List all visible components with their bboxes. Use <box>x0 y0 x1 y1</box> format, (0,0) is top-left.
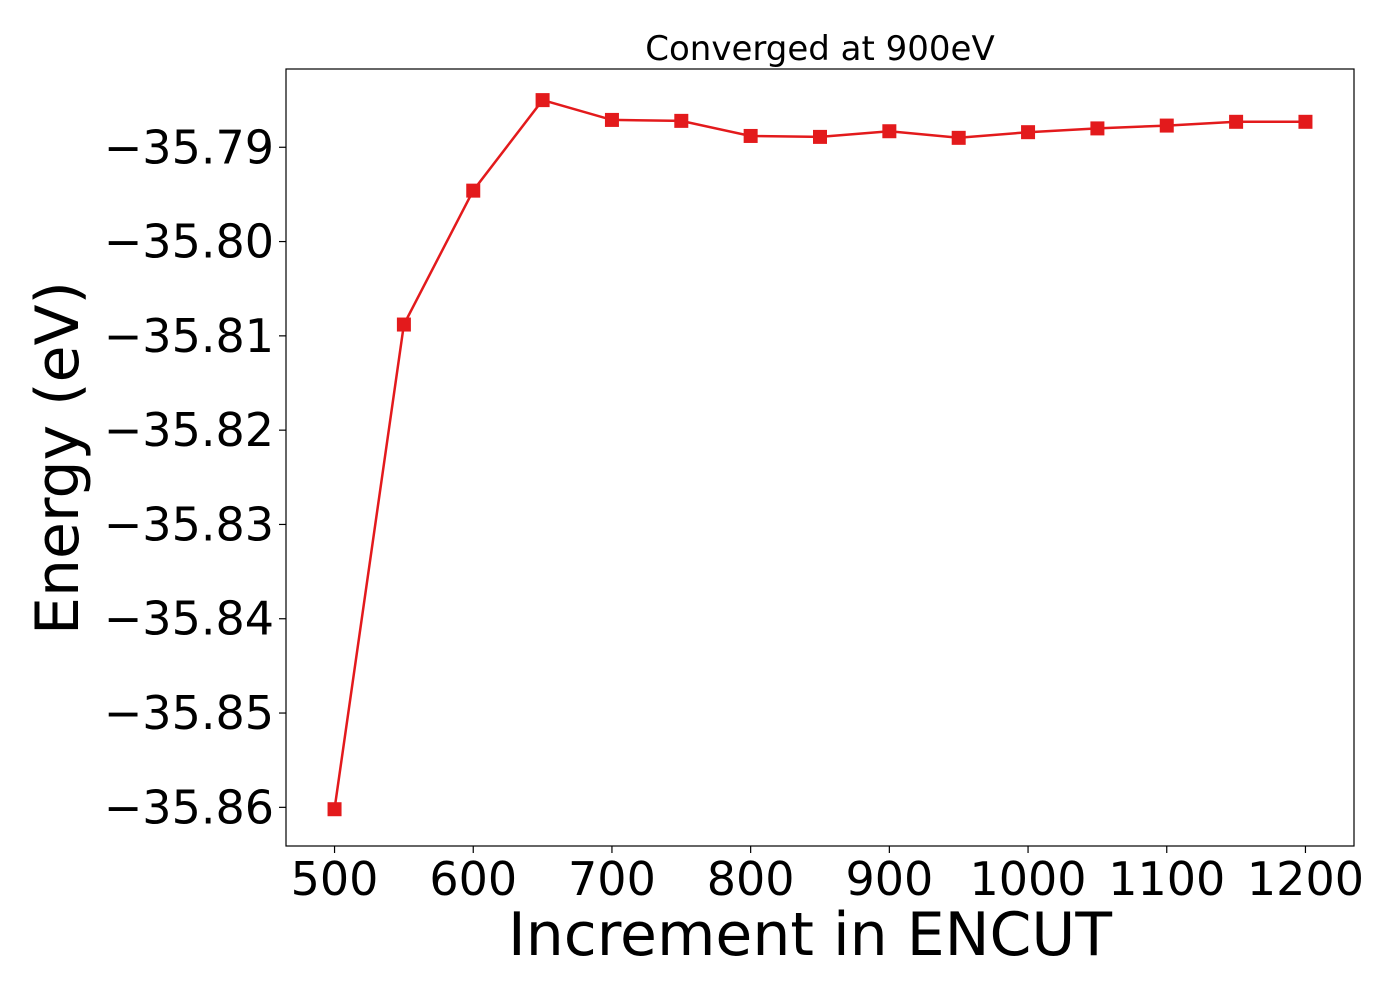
data-point-marker <box>674 113 689 128</box>
x-tick-label: 500 <box>291 852 379 906</box>
data-point-marker <box>1090 121 1105 136</box>
y-tick-label: −35.83 <box>104 497 274 551</box>
x-tick-label: 700 <box>568 852 656 906</box>
data-point-marker <box>396 317 411 332</box>
data-point-marker <box>604 112 619 127</box>
x-tick-label: 900 <box>845 852 933 906</box>
y-tick-label: −35.79 <box>104 120 274 174</box>
y-axis-label: Energy (eV) <box>23 281 93 635</box>
data-point-marker <box>327 802 342 817</box>
data-point-marker <box>1159 118 1174 133</box>
data-point-marker <box>882 124 897 139</box>
y-tick-label: −35.84 <box>104 592 274 646</box>
y-tick-label: −35.86 <box>104 780 274 834</box>
data-point-marker <box>951 130 966 145</box>
data-point-marker <box>1021 125 1036 140</box>
y-tick-label: −35.81 <box>104 309 274 363</box>
x-tick-label: 600 <box>429 852 517 906</box>
series-layer <box>327 93 1313 817</box>
x-axis: 500 600 700 800 900 1000 1100 1200 <box>291 846 1364 906</box>
data-point-marker <box>1229 114 1244 129</box>
x-tick-label: 1100 <box>1108 852 1225 906</box>
data-point-marker <box>535 93 550 108</box>
data-point-marker <box>1298 114 1313 129</box>
y-axis: −35.79 −35.80 −35.81 −35.82 −35.83 −35.84 −35.… <box>104 120 286 834</box>
chart-title: Converged at 900eV <box>645 29 994 69</box>
y-tick-label: −35.82 <box>104 403 274 457</box>
x-tick-label: 1000 <box>970 852 1087 906</box>
plot-frame <box>285 68 1355 847</box>
y-tick-label: −35.85 <box>104 686 274 740</box>
data-point-marker <box>466 183 481 198</box>
data-point-marker <box>743 128 758 143</box>
x-tick-label: 800 <box>707 852 795 906</box>
series-line <box>333 98 1306 810</box>
y-tick-label: −35.80 <box>104 215 274 269</box>
x-axis-label: Increment in ENCUT <box>508 900 1112 970</box>
x-tick-label: 1200 <box>1247 852 1364 906</box>
data-point-marker <box>813 129 827 144</box>
